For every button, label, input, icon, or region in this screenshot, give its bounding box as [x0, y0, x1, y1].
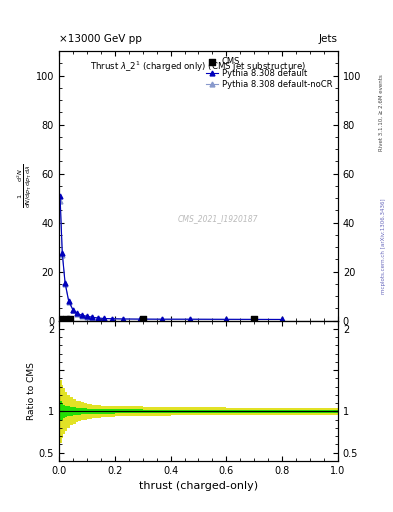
Pythia 8.308 default	[66, 298, 71, 304]
Pythia 8.308 default-noCR	[224, 316, 229, 323]
Pythia 8.308 default-noCR	[160, 316, 165, 323]
Pythia 8.308 default-noCR	[110, 316, 114, 322]
Pythia 8.308 default	[90, 314, 95, 321]
Pythia 8.308 default-noCR	[280, 316, 285, 323]
Pythia 8.308 default-noCR	[58, 198, 62, 204]
Pythia 8.308 default-noCR	[79, 313, 84, 319]
Pythia 8.308 default	[280, 316, 285, 323]
CMS	[57, 315, 63, 324]
Pythia 8.308 default	[84, 313, 89, 319]
Pythia 8.308 default	[58, 193, 62, 199]
Pythia 8.308 default	[95, 315, 100, 321]
CMS	[251, 315, 257, 324]
Pythia 8.308 default	[110, 315, 114, 322]
Pythia 8.308 default-noCR	[101, 315, 106, 322]
Pythia 8.308 default-noCR	[66, 298, 71, 305]
Pythia 8.308 default	[138, 316, 142, 322]
Pythia 8.308 default-noCR	[95, 315, 100, 321]
Text: Jets: Jets	[319, 33, 338, 44]
Line: Pythia 8.308 default-noCR: Pythia 8.308 default-noCR	[58, 198, 285, 322]
Pythia 8.308 default-noCR	[60, 251, 65, 258]
Pythia 8.308 default	[63, 280, 68, 286]
Pythia 8.308 default-noCR	[75, 311, 79, 317]
Text: CMS_2021_I1920187: CMS_2021_I1920187	[178, 214, 258, 223]
Pythia 8.308 default-noCR	[84, 313, 89, 319]
Legend: CMS, Pythia 8.308 default, Pythia 8.308 default-noCR: CMS, Pythia 8.308 default, Pythia 8.308 …	[204, 55, 334, 91]
Text: Thrust $\lambda\_2^1$ (charged only) (CMS jet substructure): Thrust $\lambda\_2^1$ (charged only) (CM…	[90, 59, 307, 74]
Pythia 8.308 default	[224, 316, 229, 323]
Text: Rivet 3.1.10, ≥ 2.6M events: Rivet 3.1.10, ≥ 2.6M events	[379, 74, 384, 151]
Y-axis label: $\frac{1}{\mathrm{d}N / \mathrm{d}p_\mathrm{T}} \frac{\mathrm{d}^2N}{\mathrm{d}p: $\frac{1}{\mathrm{d}N / \mathrm{d}p_\mat…	[16, 164, 34, 208]
CMS	[140, 315, 146, 324]
Text: ×13000 GeV pp: ×13000 GeV pp	[59, 33, 142, 44]
Pythia 8.308 default-noCR	[121, 316, 125, 322]
CMS	[63, 315, 69, 324]
Text: mcplots.cern.ch [arXiv:1306.3436]: mcplots.cern.ch [arXiv:1306.3436]	[381, 198, 386, 293]
Line: Pythia 8.308 default: Pythia 8.308 default	[58, 194, 285, 322]
X-axis label: thrust (charged-only): thrust (charged-only)	[139, 481, 258, 491]
Pythia 8.308 default	[60, 250, 65, 257]
Pythia 8.308 default-noCR	[63, 281, 68, 287]
Pythia 8.308 default	[160, 316, 165, 322]
CMS	[67, 315, 73, 324]
Pythia 8.308 default	[121, 316, 125, 322]
Pythia 8.308 default	[101, 315, 106, 322]
Pythia 8.308 default	[188, 316, 193, 322]
Pythia 8.308 default-noCR	[138, 316, 142, 322]
Pythia 8.308 default-noCR	[71, 307, 75, 313]
Pythia 8.308 default	[79, 312, 84, 318]
Y-axis label: Ratio to CMS: Ratio to CMS	[27, 362, 36, 420]
Pythia 8.308 default-noCR	[188, 316, 193, 323]
Pythia 8.308 default	[75, 310, 79, 316]
Pythia 8.308 default	[71, 307, 75, 313]
Pythia 8.308 default-noCR	[90, 314, 95, 321]
